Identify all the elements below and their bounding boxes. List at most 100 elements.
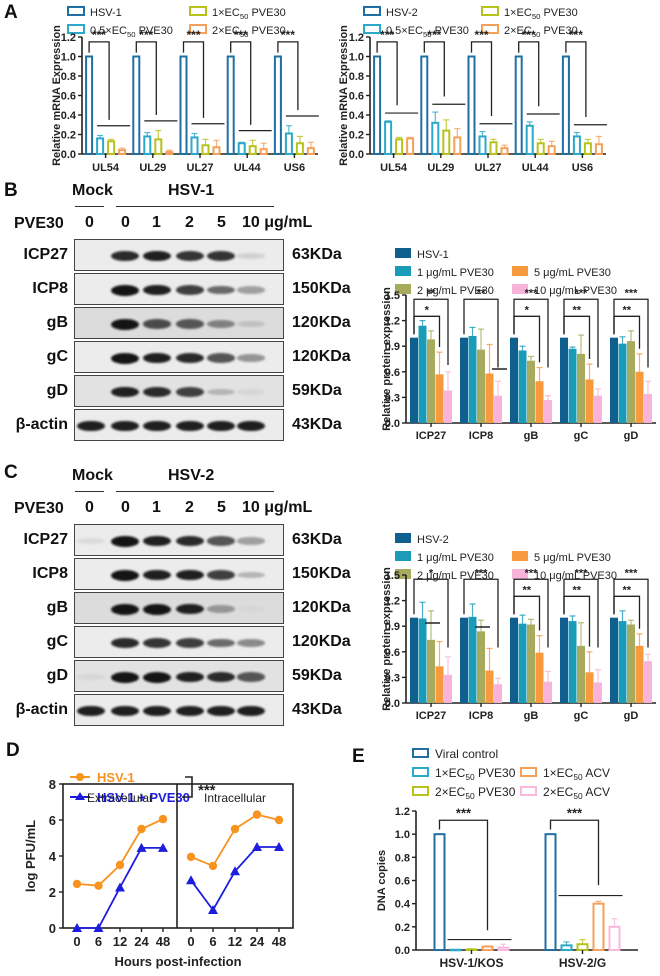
y-tick-label: 1.2 [385,596,400,608]
lane-label: 5 [217,499,226,516]
blot-kda-label: 120KDa [292,348,351,365]
virus-label: HSV-1 [168,182,215,199]
significance-label: *** [456,805,472,820]
bar [585,672,594,703]
bar [273,55,282,155]
legend-label: 10 μg/mL PVE30 [534,285,617,297]
blot-kda-label: 59KDa [292,667,342,684]
bar [583,142,592,155]
blot-row [74,341,284,373]
blot-protein-label: gD [46,382,68,399]
blot-band [111,569,139,581]
blot-row [74,524,284,556]
x-tick-label: 12 [228,934,242,949]
bar [118,149,127,156]
significance-label: *** [475,567,489,579]
y-tick-label: 0 [49,921,56,936]
y-tick-label: 0.0 [61,149,76,161]
bar [500,147,509,155]
bar [306,147,315,155]
bar [608,925,621,951]
y-tick-label: 0.3 [385,392,400,404]
blot-protein-label: ICP27 [23,246,68,263]
blot-band [111,637,139,649]
bar [544,833,557,951]
y-tick-label: 0.8 [349,71,364,83]
bar [431,121,440,156]
significance-label: *** [198,782,216,799]
lane-label: 10 μg/mL [242,499,313,516]
bar [568,621,577,703]
lane-label: 1 [152,214,161,231]
bar [395,138,404,155]
bar [577,645,585,703]
data-point [158,814,168,824]
legend-label: HSV-1 + PVE30 [97,790,190,805]
blot-kda-label: 43KDa [292,701,342,718]
y-axis-label: Relative mRNA Expression [51,25,63,166]
significance-label: *** [139,28,153,42]
bar [572,135,581,155]
x-category-label: UL29 [427,162,454,174]
bar [179,55,188,155]
treatment-label: PVE30 [14,500,64,517]
significance-label: *** [522,28,536,42]
y-tick-label: 0.0 [385,698,400,710]
bar [444,390,452,423]
bar [435,666,444,703]
x-category-label: ICP8 [469,710,493,722]
x-category-label: gC [574,710,589,722]
blot-row [74,307,284,339]
lane-label: 2 [185,214,194,231]
blot-band [207,536,235,546]
x-category-label: gD [624,710,639,722]
bar [410,617,418,703]
y-tick-label: 0.6 [385,367,400,379]
blot-band [207,671,235,683]
bar [518,350,527,423]
blot-kda-label: 150KDa [292,565,351,582]
y-tick-label: 0.6 [395,876,410,888]
bar [477,349,485,423]
y-tick-label: 1.2 [395,806,410,818]
y-tick-label: 0.0 [395,945,410,957]
bar [635,645,644,703]
blot-protein-label: gC [46,633,68,650]
blot-band [111,420,139,432]
legend-label: HSV-2 [386,7,418,19]
blot-band [77,538,105,544]
blot-band [143,535,171,547]
x-tick-label: 24 [134,934,149,949]
blot-protein-label: gB [46,314,68,331]
bar [510,337,518,423]
x-category-label: gB [524,710,539,722]
y-tick-label: 6 [49,813,56,828]
bar [535,381,544,423]
blot-band [237,571,265,579]
blot-band [77,705,105,717]
blot-band [143,352,171,364]
blot-band [176,285,204,295]
x-category-label: gC [574,430,589,442]
blot-protein-label: β-actin [15,701,68,718]
blot-band [143,671,171,683]
x-category-label: ICP27 [416,710,447,722]
significance-label: *** [380,28,394,42]
significance-label: *** [281,28,295,42]
blot-kda-label: 59KDa [292,382,342,399]
data-point [230,866,240,876]
blot-band [176,352,204,364]
legend-label: 2×EC50 PVE30 [435,785,516,801]
blot-kda-label: 150KDa [292,280,351,297]
x-category-label: gB [524,430,539,442]
significance-label: *** [567,805,583,820]
y-tick-label: 0.9 [385,621,400,633]
bar [560,337,568,423]
mock-label: Mock [72,182,113,199]
lane-label: 0 [85,499,94,516]
bar [535,652,544,703]
blot-row [74,239,284,271]
blot-row [74,558,284,590]
